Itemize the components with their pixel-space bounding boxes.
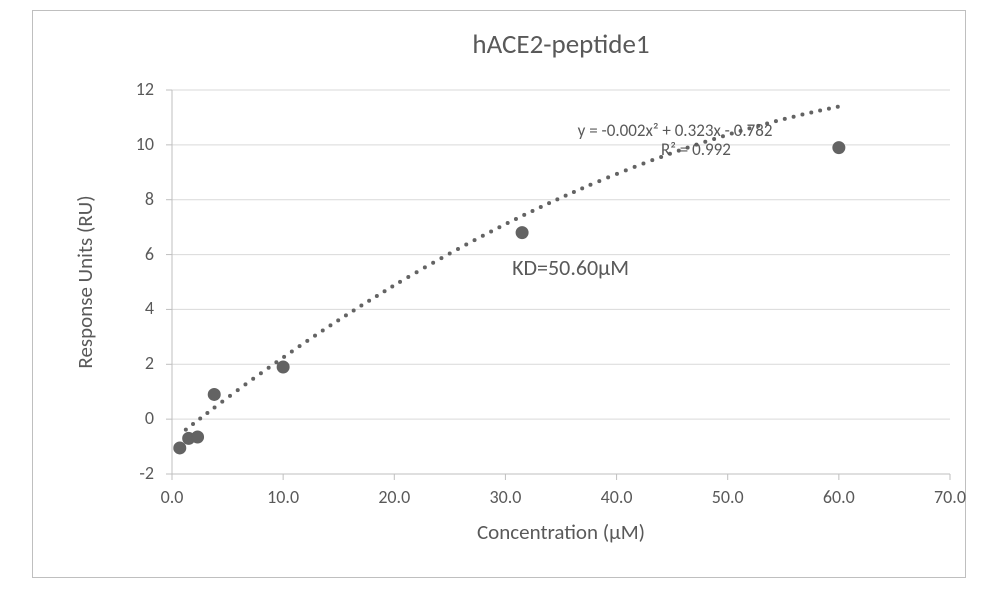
trendline-dot [375, 294, 379, 298]
trendline-dot [531, 209, 535, 213]
trendline-dot [792, 115, 796, 119]
trendline-dot [606, 175, 610, 179]
y-tick-label: 8 [100, 188, 154, 210]
trendline-dot [205, 411, 209, 415]
trendline-dot [398, 280, 402, 284]
trendline-dot [456, 247, 460, 251]
y-axis-label: Response Units (RU) [72, 90, 98, 474]
x-tick-label: 50.0 [698, 486, 758, 508]
trendline-dot [774, 119, 778, 123]
trendline-dot [383, 289, 387, 293]
x-tick-label: 0.0 [142, 486, 202, 508]
trendline-dot [213, 405, 217, 409]
y-tick-label: 12 [100, 78, 154, 100]
data-point-marker [208, 388, 220, 400]
trendline-dot [783, 117, 787, 121]
trendline-dot [641, 161, 645, 165]
data-point-marker [174, 442, 186, 454]
trendline-dot [800, 113, 804, 117]
trendline-dot [572, 190, 576, 194]
trendline-dot [336, 318, 340, 322]
x-axis-label: Concentration (μM) [172, 519, 950, 545]
trendline-dot [313, 334, 317, 338]
trendline-dot [588, 183, 592, 187]
trendline-dot [650, 158, 654, 162]
trendline-dot [809, 111, 813, 115]
trendline-dot [390, 285, 394, 289]
trendline-dot [359, 304, 363, 308]
trendline-dot [597, 179, 601, 183]
chart-title: hACE2-peptide1 [172, 28, 950, 61]
trendline-dot [267, 366, 271, 370]
trendline-dot [415, 270, 419, 274]
trendline-dot [539, 205, 543, 209]
trendline-dot [236, 388, 240, 392]
trendline-dot [228, 394, 232, 398]
x-tick-label: 10.0 [253, 486, 313, 508]
y-tick-label: 6 [100, 243, 154, 265]
trendline-dot [243, 382, 247, 386]
trendline-dot [633, 165, 637, 169]
trendline-dot [818, 109, 822, 113]
trendline-dot [506, 221, 510, 225]
x-tick-label: 20.0 [364, 486, 424, 508]
trendline-dot [328, 323, 332, 327]
x-tick-label: 30.0 [475, 486, 535, 508]
y-tick-label: 10 [100, 133, 154, 155]
trendline-dot [448, 251, 452, 255]
trendline-dot [481, 234, 485, 238]
trendline-dot [439, 256, 443, 260]
trendline-dot [624, 168, 628, 172]
trendline-dot [184, 428, 188, 432]
annotation-kd-value: KD=50.60μM [512, 254, 629, 281]
trendline-dot [522, 213, 526, 217]
y-tick-label: 4 [100, 297, 154, 319]
trendline-dot [836, 105, 840, 109]
trendline-dot [191, 422, 195, 426]
x-tick-label: 60.0 [809, 486, 869, 508]
trendline-dot [251, 377, 255, 381]
trendline-dot [198, 416, 202, 420]
data-point-marker [516, 227, 528, 239]
trendline-dot [489, 229, 493, 233]
trendline-dot [497, 225, 501, 229]
trendline-dot [827, 107, 831, 111]
trendline-dot [564, 194, 568, 198]
y-tick-label: 0 [100, 407, 154, 429]
trendline-dot [259, 371, 263, 375]
trendline-dot [298, 344, 302, 348]
data-point-marker [192, 431, 204, 443]
trendline-dot [615, 172, 619, 176]
x-tick-label: 40.0 [587, 486, 647, 508]
data-point-marker [833, 142, 845, 154]
trendline-dot [321, 329, 325, 333]
annotation-r-squared: R² = 0.992 [661, 139, 731, 160]
trendline-dot [305, 339, 309, 343]
data-point-marker [277, 361, 289, 373]
annotation-equation: y = -0.002x² + 0.323x - 0.782 [578, 120, 773, 141]
trendline-dot [431, 261, 435, 265]
trendline-dot [580, 186, 584, 190]
trendline-dot [555, 197, 559, 201]
trendline-dot [423, 265, 427, 269]
y-tick-label: 2 [100, 352, 154, 374]
trendline-dot [290, 349, 294, 353]
trendline-dot [547, 201, 551, 205]
trendline-dot [473, 238, 477, 242]
y-tick-label: -2 [100, 462, 154, 484]
trendline-dot [406, 275, 410, 279]
x-tick-label: 70.0 [920, 486, 980, 508]
trendline-dot [352, 308, 356, 312]
trendline-dot [464, 242, 468, 246]
trendline-dot [344, 313, 348, 317]
trendline-dot [514, 217, 518, 221]
trendline-dot [282, 355, 286, 359]
trendline-dot [220, 400, 224, 404]
trendline-dot [367, 299, 371, 303]
